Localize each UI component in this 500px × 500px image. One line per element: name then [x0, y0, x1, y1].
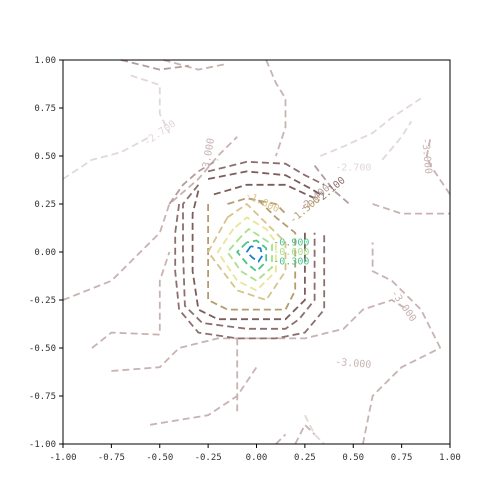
contour-label-11: -0.600	[273, 247, 309, 258]
contour-line-level-3-path-0	[207, 160, 325, 186]
contour-line-level-8-path-0	[226, 228, 273, 282]
y-tick-label-4: 0.00	[34, 248, 56, 258]
contour-line-level-2-path-0	[120, 59, 189, 71]
contour-line-level-0-path-12	[372, 203, 450, 215]
x-tick-label-5: 0.25	[294, 453, 316, 463]
x-tick-label-0: -1.00	[49, 453, 76, 463]
contour-line-level-0-path-9	[362, 347, 441, 445]
y-axis: -1.00 -0.75 -0.50 -0.25 0.00 0.25 0.50 0.75 1.00	[29, 56, 63, 450]
contour-line-level-0-path-7	[275, 433, 287, 445]
x-tick-label-7: 0.75	[391, 453, 413, 463]
contour-line-level-9-path-0	[236, 239, 268, 273]
x-tick-label-1: -0.75	[98, 453, 125, 463]
contour-line-level-5-path-1	[227, 197, 287, 215]
y-tick-label-3: -0.25	[29, 296, 56, 306]
contour-line-level-1-path-2	[320, 97, 422, 157]
contour-line-level-3-path-2	[182, 184, 316, 330]
contour-label-6: -1.800	[243, 190, 280, 215]
contour-line-level-3-path-1	[174, 203, 326, 340]
contour-label-5: -3.000	[335, 357, 372, 371]
contour-line-level-10-path-0	[245, 245, 264, 263]
x-axis: -1.00 -0.75 -0.50 -0.25 0.00 0.25 0.50 0.75 1.00	[49, 444, 461, 463]
contour-label-2: -2.700	[335, 163, 371, 174]
contour-line-level-4-path-1	[191, 190, 306, 321]
contour-line-level-0-path-3	[91, 251, 171, 349]
contour-line-level-0-path-10	[425, 136, 451, 195]
y-tick-label-8: 1.00	[34, 56, 56, 66]
contour-label-12: -0.300	[273, 257, 309, 268]
contour-line-level-1-path-0	[130, 74, 171, 134]
x-tick-label-3: -0.25	[195, 453, 222, 463]
y-tick-label-7: 0.75	[34, 104, 56, 114]
contour-line-level-0-path-11	[371, 242, 442, 349]
contour-line-level-4-path-2	[213, 183, 315, 200]
contour-line-level-1-path-3	[381, 120, 413, 161]
contour-line-level-0-path-4	[111, 299, 408, 372]
contour-line-level-5-path-0	[207, 197, 297, 311]
contour-lines	[62, 59, 451, 445]
contour-labels: -2.700-3.000 -2.700 -3.000-3.000-3.000-1.8…	[142, 119, 433, 371]
contour-line-level-2-path-2	[313, 165, 350, 205]
contour-label-3: -3.000	[419, 138, 433, 175]
contour-line-level-0-path-5	[149, 366, 258, 426]
contour-line-level-1-path-1	[62, 136, 151, 180]
x-tick-label-6: 0.50	[342, 453, 364, 463]
x-tick-label-2: -0.50	[146, 453, 173, 463]
y-tick-label-1: -0.75	[29, 392, 56, 402]
y-tick-label-2: -0.50	[29, 344, 56, 354]
contour-line-level-0-path-0	[163, 59, 228, 71]
contour-label-4: -3.000	[388, 288, 418, 324]
y-tick-label-6: 0.50	[34, 152, 56, 162]
x-tick-label-4: 0.00	[246, 453, 268, 463]
contour-line-level-0-path-1	[265, 59, 287, 157]
y-tick-label-0: -1.00	[29, 440, 56, 450]
contour-label-0: -2.700	[142, 119, 178, 149]
contour-line-level-4-path-0	[207, 170, 321, 196]
contour-line-level-1-path-4	[304, 414, 325, 445]
contour-label-10: -0.900	[273, 237, 309, 248]
contour-line-level-2-path-1	[168, 159, 219, 205]
y-tick-label-5: 0.25	[34, 200, 56, 210]
contour-line-level-7-path-0	[216, 216, 277, 292]
x-tick-label-8: 1.00	[439, 453, 461, 463]
contour-line-level-6-path-0	[207, 203, 287, 301]
